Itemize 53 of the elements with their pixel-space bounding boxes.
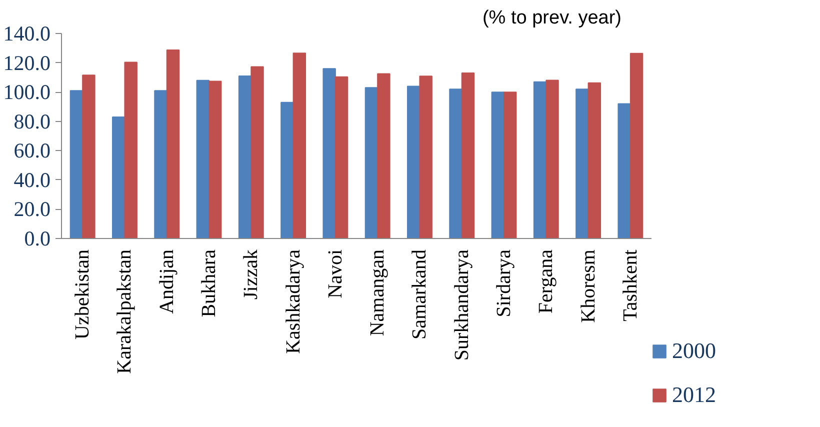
bar: [250, 66, 264, 238]
bar: [546, 80, 559, 238]
y-tick-label: 60.0: [14, 138, 50, 163]
bar: [124, 62, 138, 238]
bar: [504, 92, 517, 238]
bar: [208, 80, 222, 238]
y-tick-label: 0.0: [24, 226, 50, 250]
bar: [461, 72, 475, 238]
x-tick-label: Andijan: [156, 249, 178, 314]
bar: [292, 52, 306, 238]
bar: [322, 68, 336, 238]
bar: [449, 88, 462, 238]
x-tick-label: Navoi: [324, 249, 346, 298]
legend-label: 2000: [672, 338, 716, 364]
x-tick-label: Khoresm: [577, 249, 600, 323]
bar: [364, 87, 378, 238]
x-tick-label: Fergana: [535, 249, 558, 314]
x-tick-label: Samarkand: [408, 249, 431, 340]
bar: [630, 52, 644, 238]
bar: [166, 50, 180, 238]
bar: [533, 81, 547, 238]
x-tick-label: Namangan: [366, 249, 389, 336]
bar: [280, 102, 294, 238]
x-tick-label: Surkhandarya: [450, 249, 473, 361]
y-tick-label: 100.0: [3, 80, 50, 104]
x-tick-label: Uzbekistan: [72, 249, 94, 340]
x-tick-label: Bukhara: [198, 249, 220, 318]
y-tick-label: 120.0: [3, 50, 50, 75]
y-tick-label: 140.0: [3, 22, 50, 46]
x-tick-label: Karakalpakstan: [114, 249, 136, 374]
x-tick-label: Jizzak: [240, 249, 262, 300]
bar: [377, 73, 390, 238]
bar: [70, 90, 84, 238]
x-tick-label: Kashkadarya: [282, 249, 304, 354]
chart-title: (% to prev. year): [482, 8, 622, 28]
bar: [238, 75, 252, 238]
bar: [82, 74, 96, 238]
bar: [588, 82, 602, 238]
bar: [334, 76, 348, 238]
bar: [112, 116, 126, 238]
x-tick-label: Tashkent: [619, 249, 642, 322]
bar: [419, 76, 432, 238]
bar: [196, 80, 210, 238]
bar: [491, 92, 504, 238]
y-tick-label: 20.0: [14, 197, 50, 222]
x-tick-label: Sirdarya: [493, 249, 515, 318]
y-tick-label: 80.0: [14, 109, 50, 134]
bar: [154, 90, 168, 238]
bar: [576, 88, 589, 238]
bar: [406, 86, 420, 238]
bar: [618, 103, 631, 238]
legend-label: 2012: [672, 382, 716, 408]
y-tick-label: 40.0: [14, 168, 50, 192]
